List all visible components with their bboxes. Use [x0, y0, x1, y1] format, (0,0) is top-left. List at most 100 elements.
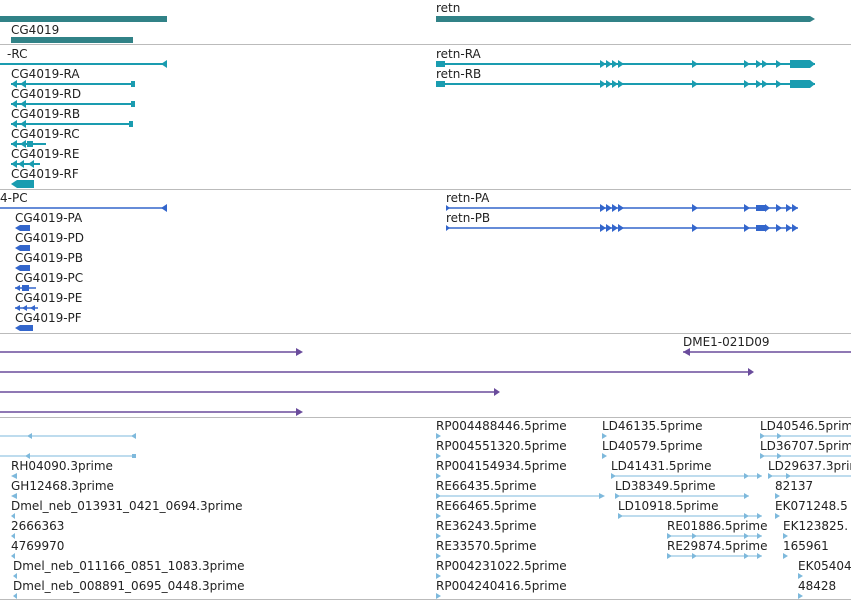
est-feature[interactable] — [436, 593, 441, 599]
est-feature[interactable] — [436, 493, 605, 499]
transcript-feature[interactable] — [161, 60, 167, 68]
est-feature[interactable] — [602, 453, 607, 459]
transcript-track: -RC retn-RA retn-RB — [0, 47, 815, 188]
est-feature[interactable] — [602, 433, 607, 439]
feature-label: CG4019 — [11, 23, 59, 37]
est-feature[interactable] — [436, 473, 441, 479]
est-feature[interactable] — [11, 533, 15, 539]
est-label: RP004231022.5prime — [436, 559, 567, 573]
clone-feature[interactable] — [0, 368, 754, 376]
est-feature[interactable] — [615, 493, 749, 499]
est-label: LD40579.5prime — [602, 439, 703, 453]
feature-label: retn — [436, 1, 460, 15]
est-feature[interactable] — [775, 513, 780, 519]
clone-feature[interactable] — [0, 408, 303, 416]
est-feature[interactable] — [13, 593, 17, 599]
feature-label: CG4019-PC — [15, 271, 83, 285]
est-label: EK05404 — [798, 559, 851, 573]
est-label: RE01886.5prime — [667, 519, 768, 533]
feature-label: CG4019-RB — [11, 107, 80, 121]
est-feature[interactable] — [436, 453, 441, 459]
est-feature[interactable] — [618, 513, 762, 519]
est-label: LD46135.5prime — [602, 419, 703, 433]
est-feature[interactable] — [436, 553, 441, 559]
est-feature[interactable] — [436, 573, 441, 579]
est-feature[interactable] — [760, 453, 851, 459]
protein-feature[interactable] — [15, 305, 38, 311]
feature-label: CG4019-RD — [11, 87, 81, 101]
est-feature[interactable] — [768, 473, 851, 479]
feature-label: CG4019-PA — [15, 211, 83, 225]
est-feature[interactable] — [0, 433, 136, 439]
feature-label: CG4019-RF — [11, 167, 79, 181]
protein-feature[interactable] — [446, 224, 798, 232]
est-feature[interactable] — [11, 473, 17, 479]
est-label: 82137 — [775, 479, 813, 493]
est-feature[interactable] — [667, 553, 762, 559]
transcript-feature[interactable] — [436, 60, 815, 68]
est-feature[interactable] — [611, 473, 762, 479]
est-feature[interactable] — [798, 573, 803, 579]
est-feature[interactable] — [11, 553, 15, 559]
feature-label: retn-RA — [436, 47, 482, 61]
est-feature[interactable] — [783, 553, 788, 559]
est-feature[interactable] — [760, 433, 851, 439]
est-label: Dmel_neb_011166_0851_1083.3prime — [13, 559, 245, 573]
est-label: 165961 — [783, 539, 829, 553]
feature-label: CG4019-RA — [11, 67, 80, 81]
est-feature[interactable] — [0, 453, 136, 459]
feature-label: 4-PC — [0, 191, 28, 205]
track-dividers — [0, 44, 851, 600]
protein-feature[interactable] — [15, 325, 33, 331]
transcript-feature[interactable] — [11, 100, 135, 108]
est-feature[interactable] — [11, 513, 15, 519]
est-feature[interactable] — [11, 493, 17, 499]
protein-feature[interactable] — [15, 265, 30, 271]
transcript-feature[interactable] — [11, 160, 40, 168]
est-feature[interactable] — [436, 513, 441, 519]
gene-feature[interactable] — [0, 16, 167, 22]
est-label: LD36707.5prim — [760, 439, 851, 453]
protein-feature[interactable] — [446, 204, 798, 212]
est-label: RP004551320.5prime — [436, 439, 567, 453]
gene-feature[interactable] — [436, 16, 815, 22]
est-label: EK071248.5 — [775, 499, 848, 513]
feature-label: -RC — [7, 47, 27, 61]
est-feature[interactable] — [436, 433, 441, 439]
transcript-feature[interactable] — [436, 80, 815, 88]
transcript-feature[interactable] — [11, 80, 135, 88]
feature-label: CG4019-RE — [11, 147, 79, 161]
est-label: RE33570.5prime — [436, 539, 537, 553]
protein-feature[interactable] — [15, 245, 30, 251]
feature-label: retn-PB — [446, 211, 490, 225]
est-feature[interactable] — [13, 573, 17, 579]
transcript-feature[interactable] — [11, 120, 133, 128]
clone-track: DME1-021D09 — [0, 335, 851, 416]
protein-feature[interactable] — [15, 285, 36, 291]
est-label: RP004488446.5prime — [436, 419, 567, 433]
est-feature[interactable] — [783, 533, 788, 539]
feature-label: CG4019-PE — [15, 291, 82, 305]
est-label: RP004154934.5prime — [436, 459, 567, 473]
feature-label: retn-RB — [436, 67, 481, 81]
feature-label: CG4019-PB — [15, 251, 83, 265]
est-label: RH04090.3prime — [11, 459, 113, 473]
gene-feature[interactable] — [11, 37, 133, 43]
est-feature[interactable] — [667, 533, 762, 539]
protein-feature[interactable] — [161, 204, 167, 212]
feature-label: DME1-021D09 — [683, 335, 770, 349]
transcript-feature[interactable] — [11, 180, 34, 188]
clone-feature[interactable] — [683, 348, 851, 356]
est-feature[interactable] — [798, 593, 803, 599]
est-feature[interactable] — [775, 493, 780, 499]
est-label: RE36243.5prime — [436, 519, 537, 533]
est-label: 2666363 — [11, 519, 64, 533]
clone-feature[interactable] — [0, 388, 500, 396]
feature-label: CG4019-RC — [11, 127, 80, 141]
transcript-feature[interactable] — [11, 140, 46, 148]
protein-feature[interactable] — [15, 225, 30, 231]
est-track: RH04090.3prime GH12468.3prime Dmel_neb_0… — [0, 419, 851, 599]
clone-feature[interactable] — [0, 348, 303, 356]
est-label: LD38349.5prime — [615, 479, 716, 493]
est-feature[interactable] — [436, 533, 441, 539]
